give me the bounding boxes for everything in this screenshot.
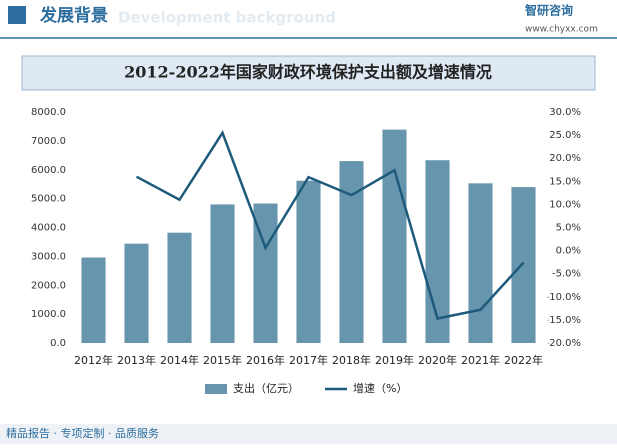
url: www.chyxx.com xyxy=(525,25,598,35)
x-tick-label: 2019年 xyxy=(375,353,414,367)
y2-tick-label: 10.0% xyxy=(549,199,581,210)
bar xyxy=(81,257,106,343)
legend-label: 增速（%） xyxy=(353,381,407,395)
y-tick-label: 0.0 xyxy=(50,338,66,349)
y2-tick-label: 15.0% xyxy=(549,176,581,187)
bar xyxy=(468,183,493,343)
x-tick-label: 2016年 xyxy=(246,353,285,367)
y-tick-label: 1000.0 xyxy=(31,309,66,320)
bar xyxy=(296,180,321,343)
x-tick-label: 2013年 xyxy=(117,353,156,367)
x-tick-label: 2020年 xyxy=(418,353,457,367)
y-tick-label: 8000.0 xyxy=(31,107,66,118)
bar xyxy=(382,129,407,343)
chart-title: 2012-2022年国家财政环境保护支出额及增速情况 xyxy=(124,63,492,82)
bar xyxy=(425,160,450,343)
x-tick-label: 2015年 xyxy=(203,353,242,367)
footer-slogan: 精品报告 · 专项定制 · 品质服务 xyxy=(6,426,159,440)
footer-band xyxy=(0,424,617,444)
bar xyxy=(511,187,536,343)
brand: 智研咨询 xyxy=(524,3,573,18)
y-tick-label: 5000.0 xyxy=(31,194,66,205)
x-tick-label: 2012年 xyxy=(74,353,113,367)
bar xyxy=(339,161,364,343)
line xyxy=(135,130,525,320)
y2-tick-label: -15.0% xyxy=(546,315,581,326)
header-title: 发展背景 xyxy=(39,5,108,26)
title-band xyxy=(21,55,596,91)
legend-label: 支出（亿元） xyxy=(233,381,299,395)
y2-tick-label: 20.0% xyxy=(549,153,581,164)
y-tick-label: 7000.0 xyxy=(31,136,66,147)
y2-tick-label: -20.0% xyxy=(546,338,581,349)
y2-tick-label: 0.0% xyxy=(556,246,581,257)
x-tick-label: 2022年 xyxy=(504,353,543,367)
y-tick-label: 3000.0 xyxy=(31,251,66,262)
y-tick-label: 4000.0 xyxy=(31,223,66,234)
y-tick-label: 2000.0 xyxy=(31,280,66,291)
y2-tick-label: -5.0% xyxy=(552,269,581,280)
y2-tick-label: -10.0% xyxy=(546,292,581,303)
y2-tick-label: 30.0% xyxy=(549,107,581,118)
bar xyxy=(124,243,149,343)
x-tick-label: 2017年 xyxy=(289,353,328,367)
x-tick-label: 2018年 xyxy=(332,353,371,367)
legend-swatch xyxy=(205,384,227,394)
x-tick-label: 2021年 xyxy=(461,353,500,367)
y2-tick-label: 5.0% xyxy=(556,223,581,234)
bar xyxy=(167,232,192,343)
header-icon xyxy=(8,6,26,24)
y-tick-label: 6000.0 xyxy=(31,165,66,176)
bar xyxy=(210,204,235,343)
y2-tick-label: 25.0% xyxy=(549,130,581,141)
header-subtitle: Development background xyxy=(118,9,336,27)
x-tick-label: 2014年 xyxy=(160,353,199,367)
